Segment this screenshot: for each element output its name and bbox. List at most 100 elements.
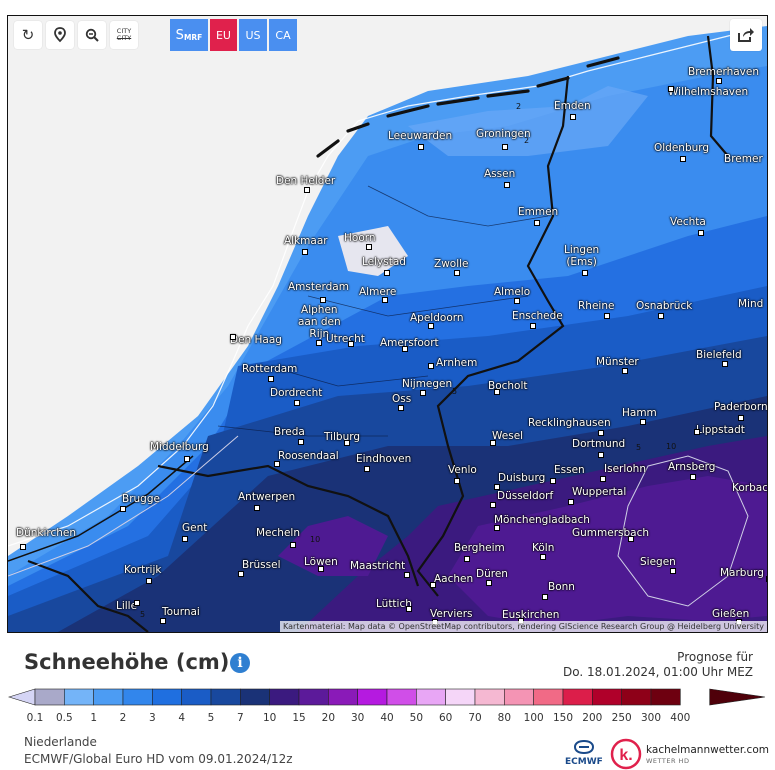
city-label: Amsterdam	[288, 281, 349, 293]
scale-tick-label: 40	[380, 712, 394, 724]
map-attribution: Kartenmaterial: Map data © OpenStreetMap…	[279, 621, 767, 632]
scale-swatch	[562, 688, 593, 706]
city-label: Euskirchen	[502, 609, 560, 621]
city-label: Brüssel	[242, 559, 281, 571]
city-label: Düsseldorf	[497, 490, 554, 502]
scale-swatch	[240, 688, 270, 706]
city-label: Paderborn	[714, 401, 768, 413]
color-scale	[7, 688, 766, 706]
model-us-button[interactable]: US	[239, 19, 267, 51]
city-marker	[598, 430, 604, 436]
city-marker	[680, 156, 686, 162]
map-view[interactable]: ↻ CITY CITY S MRF EU US CA Bremerhaven Wil…	[7, 15, 768, 633]
region-name: Niederlande	[24, 735, 97, 749]
location-button[interactable]	[46, 21, 74, 49]
city-label: Mind	[738, 298, 764, 310]
city-label: Bremerhaven	[688, 66, 759, 78]
scale-swatch	[592, 688, 622, 706]
city-marker	[622, 368, 628, 374]
reload-icon: ↻	[21, 26, 35, 44]
share-button[interactable]	[730, 19, 762, 51]
city-marker	[406, 606, 412, 612]
city-marker	[514, 298, 520, 304]
scale-swatch	[650, 688, 681, 706]
coastline-inner	[8, 455, 194, 562]
city-label: Marburg	[720, 567, 764, 579]
border-de-east	[706, 35, 729, 157]
light-area	[408, 86, 648, 156]
scale-swatch	[621, 688, 652, 706]
scale-tick-label: 4	[178, 712, 185, 724]
model-ca-button[interactable]: CA	[269, 19, 297, 51]
scale-tick-label: 300	[640, 712, 662, 724]
city-marker	[348, 341, 354, 347]
city-label: Roosendaal	[278, 450, 339, 462]
reload-button[interactable]: ↻	[14, 21, 42, 49]
city-toggle-button[interactable]: CITY CITY	[110, 21, 138, 49]
info-icon[interactable]: i	[230, 653, 250, 673]
city-label: Den Helder	[276, 175, 336, 187]
forecast-label: Prognose für	[677, 650, 753, 664]
city-label: Dordrecht	[270, 387, 323, 399]
kachelmann-logo-letter: k.	[619, 747, 632, 764]
model-smrf-button[interactable]: S MRF	[170, 19, 208, 51]
scale-tick-label: 150	[552, 712, 574, 724]
city-marker	[402, 346, 408, 352]
border-nl-de	[416, 75, 570, 597]
scale-tick-label: 250	[611, 712, 632, 724]
scale-swatch	[357, 688, 388, 706]
scale-swatch	[93, 688, 124, 706]
city-marker	[530, 323, 536, 329]
model-eu-button[interactable]: EU	[210, 19, 237, 51]
city-marker	[146, 578, 152, 584]
city-label: Köln	[532, 542, 555, 554]
scale-tick-label: 1	[90, 712, 97, 724]
city-marker	[304, 187, 310, 193]
scale-tick-label: 15	[292, 712, 306, 724]
city-marker	[494, 484, 500, 490]
city-label: Dünkirchen	[16, 527, 77, 539]
city-label: Wuppertal	[572, 486, 627, 498]
city-label: Arnsberg	[668, 461, 716, 473]
city-label: Tilburg	[324, 431, 361, 443]
city-label: Wilhelmshaven	[668, 86, 749, 98]
city-label: Rheine	[578, 300, 615, 312]
city-label: Hamm	[622, 407, 657, 419]
scale-swatch	[533, 688, 564, 706]
zoom-out-icon	[85, 28, 99, 42]
city-label: Lelystad	[362, 256, 406, 268]
city-marker	[364, 466, 370, 472]
city-label: Groningen	[476, 128, 531, 140]
city-marker	[534, 220, 540, 226]
city-label: Oldenburg	[654, 142, 710, 154]
scale-swatch	[474, 688, 505, 706]
city-label: Middelburg	[150, 441, 209, 453]
city-label: Breda	[274, 426, 305, 438]
city-marker	[716, 78, 722, 84]
city-marker	[428, 363, 434, 369]
city-label: Gießen	[712, 608, 750, 620]
city-label: Almelo	[494, 286, 531, 298]
city-marker	[290, 542, 296, 548]
city-label: Recklinghausen	[528, 417, 611, 429]
contour-label: 5	[140, 610, 146, 619]
zoom-out-button[interactable]	[78, 21, 106, 49]
city-marker	[366, 244, 372, 250]
city-marker	[230, 334, 236, 340]
city-marker	[658, 313, 664, 319]
city-marker	[20, 544, 26, 550]
city-label: Enschede	[512, 310, 563, 322]
city-marker	[600, 476, 606, 482]
city-marker	[766, 576, 767, 582]
city-marker	[268, 376, 274, 382]
kachelmann-logo-icon: k.	[610, 738, 642, 770]
city-marker	[694, 429, 700, 435]
city-marker	[420, 390, 426, 396]
city-marker	[274, 461, 280, 467]
city-label: Hoorn	[344, 232, 376, 244]
city-marker	[160, 618, 166, 624]
scale-tick-label: 0.5	[55, 712, 73, 724]
city-marker	[490, 440, 496, 446]
snow-band-20cm	[448, 476, 767, 626]
city-label: Gummersbach	[572, 527, 650, 539]
